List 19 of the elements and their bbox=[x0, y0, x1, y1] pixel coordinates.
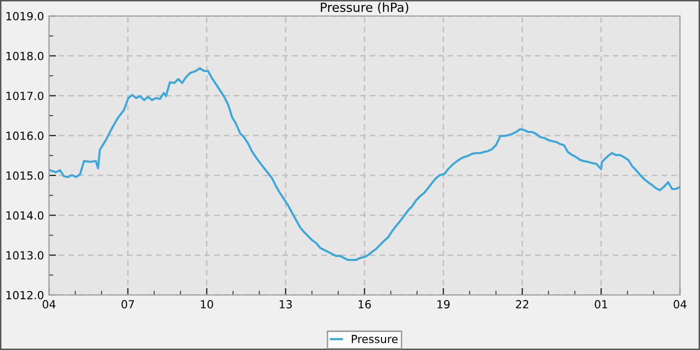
x-tick-label: 07 bbox=[122, 300, 134, 308]
y-tick-label: 1014.0 bbox=[6, 211, 44, 220]
y-tick-label: 1016.0 bbox=[6, 132, 44, 140]
x-tick-label: 10 bbox=[200, 300, 214, 308]
x-tick-label: 13 bbox=[280, 300, 292, 308]
legend-label: Pressure bbox=[352, 334, 398, 344]
y-tick-label: 1015.0 bbox=[6, 171, 44, 180]
x-tick-label: 22 bbox=[516, 300, 528, 308]
x-tick-label: 16 bbox=[358, 300, 371, 308]
y-tick-label: 1013.0 bbox=[6, 251, 44, 260]
x-tick-label: 19 bbox=[438, 300, 450, 308]
y-tick-label: 1012.0 bbox=[6, 290, 44, 300]
x-tick-label: 04 bbox=[674, 300, 686, 308]
x-tick-label: 01 bbox=[594, 300, 608, 308]
chart-title: Pressure (hPa) bbox=[320, 2, 408, 14]
y-tick-label: 1018.0 bbox=[6, 52, 44, 60]
x-tick-label: 04 bbox=[42, 300, 56, 308]
y-tick-label: 1019.0 bbox=[6, 12, 44, 20]
y-tick-label: 1017.0 bbox=[6, 92, 44, 100]
